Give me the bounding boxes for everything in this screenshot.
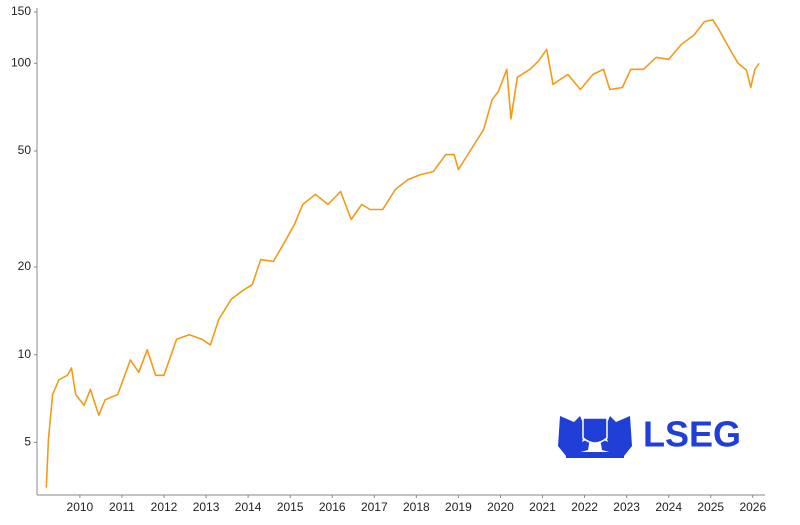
y-tick-label: 5 xyxy=(24,435,31,449)
price-line xyxy=(45,19,760,488)
x-tick-label: 2024 xyxy=(655,500,682,514)
x-tick-label: 2012 xyxy=(151,500,178,514)
x-tick-label: 2021 xyxy=(529,500,556,514)
y-tick-label: 150 xyxy=(11,4,31,18)
x-tick-label: 2017 xyxy=(361,500,388,514)
y-tick-label: 50 xyxy=(18,143,32,157)
x-tick-label: 2013 xyxy=(193,500,220,514)
x-tick-label: 2014 xyxy=(235,500,262,514)
y-tick-label: 10 xyxy=(18,347,32,361)
x-tick-label: 2026 xyxy=(739,500,766,514)
x-tick-label: 2022 xyxy=(571,500,598,514)
x-tick-label: 2023 xyxy=(613,500,640,514)
x-tick-label: 2018 xyxy=(403,500,430,514)
x-tick-label: 2016 xyxy=(319,500,346,514)
x-tick-label: 2010 xyxy=(67,500,94,514)
x-tick-label: 2015 xyxy=(277,500,304,514)
logo: LSEG xyxy=(558,414,741,458)
x-tick-label: 2019 xyxy=(445,500,472,514)
y-tick-label: 100 xyxy=(11,55,31,69)
logo-text: LSEG xyxy=(643,414,741,455)
x-tick-label: 2025 xyxy=(697,500,724,514)
y-tick-label: 20 xyxy=(18,259,32,273)
x-tick-label: 2011 xyxy=(109,500,135,514)
x-tick-label: 2020 xyxy=(487,500,514,514)
